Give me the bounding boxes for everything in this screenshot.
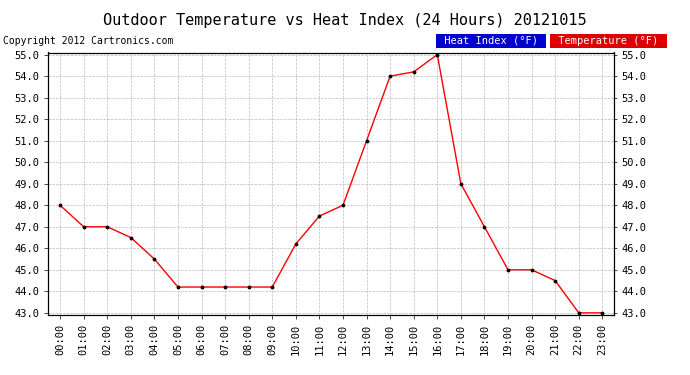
Text: Temperature (°F): Temperature (°F) [552,36,664,46]
Text: Heat Index (°F): Heat Index (°F) [438,36,544,46]
Text: Outdoor Temperature vs Heat Index (24 Hours) 20121015: Outdoor Temperature vs Heat Index (24 Ho… [104,13,586,28]
Text: Copyright 2012 Cartronics.com: Copyright 2012 Cartronics.com [3,36,174,46]
